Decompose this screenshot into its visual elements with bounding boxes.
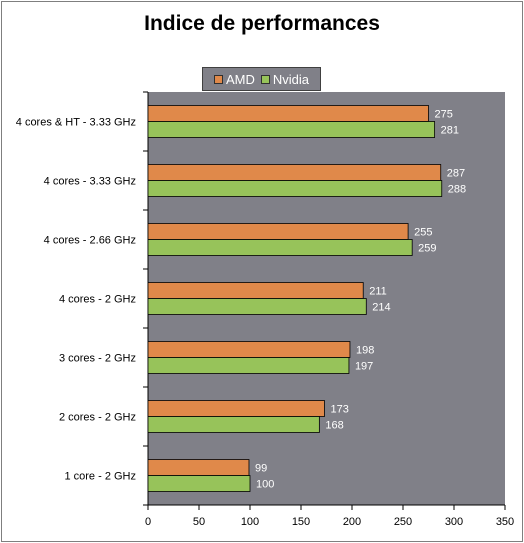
data-label-nvidia: 197: [355, 361, 373, 373]
category-label: 1 core - 2 GHz: [64, 471, 136, 483]
bar-amd: [147, 282, 364, 299]
data-label-amd: 255: [414, 227, 432, 239]
bar-nvidia: [147, 475, 251, 492]
bar-amd: [147, 459, 250, 476]
x-tick-label: 100: [241, 516, 259, 528]
data-label-amd: 211: [369, 286, 387, 298]
chart-title: Indice de performances: [144, 12, 380, 35]
x-tick-label: 350: [496, 516, 514, 528]
x-tick-label: 250: [394, 516, 412, 528]
bar-nvidia: [147, 416, 320, 433]
category-label: 4 cores & HT - 3.33 GHz: [16, 117, 136, 129]
bar-nvidia: [147, 239, 413, 256]
bar-amd: [147, 341, 351, 358]
data-label-nvidia: 288: [448, 184, 466, 196]
x-tick-label: 300: [445, 516, 463, 528]
category-label: 4 cores - 3.33 GHz: [44, 176, 136, 188]
bar-amd: [147, 400, 325, 417]
category-label: 2 cores - 2 GHz: [59, 412, 136, 424]
bar-nvidia: [147, 298, 367, 315]
data-label-nvidia: 214: [372, 302, 390, 314]
bar-amd: [147, 164, 442, 181]
data-label-amd: 99: [255, 463, 267, 475]
x-tick-label: 0: [145, 516, 151, 528]
data-label-nvidia: 168: [325, 420, 343, 432]
data-label-nvidia: 281: [441, 125, 459, 137]
legend-item-amd: AMD: [213, 71, 255, 87]
data-label-amd: 275: [435, 109, 453, 121]
bar-nvidia: [147, 357, 350, 374]
data-label-amd: 198: [356, 345, 374, 357]
category-label: 3 cores - 2 GHz: [59, 353, 136, 365]
x-tick-label: 50: [193, 516, 205, 528]
data-label-amd: 173: [330, 404, 348, 416]
category-label: 4 cores - 2.66 GHz: [44, 235, 136, 247]
category-label: 4 cores - 2 GHz: [59, 294, 136, 306]
x-tick-label: 150: [292, 516, 310, 528]
bar-nvidia: [147, 121, 436, 138]
data-label-amd: 287: [447, 168, 465, 180]
legend-label-amd: AMD: [225, 71, 255, 87]
legend-item-nvidia: Nvidia: [260, 71, 309, 87]
legend-label-nvidia: Nvidia: [272, 71, 309, 87]
data-label-nvidia: 100: [256, 479, 274, 491]
bar-nvidia: [147, 180, 443, 197]
data-label-nvidia: 259: [418, 243, 436, 255]
legend-swatch-amd: [213, 74, 223, 84]
bar-amd: [147, 223, 409, 240]
legend: AMD Nvidia: [202, 67, 321, 91]
bar-amd: [147, 105, 429, 122]
legend-swatch-nvidia: [260, 74, 270, 84]
x-tick-label: 200: [343, 516, 361, 528]
